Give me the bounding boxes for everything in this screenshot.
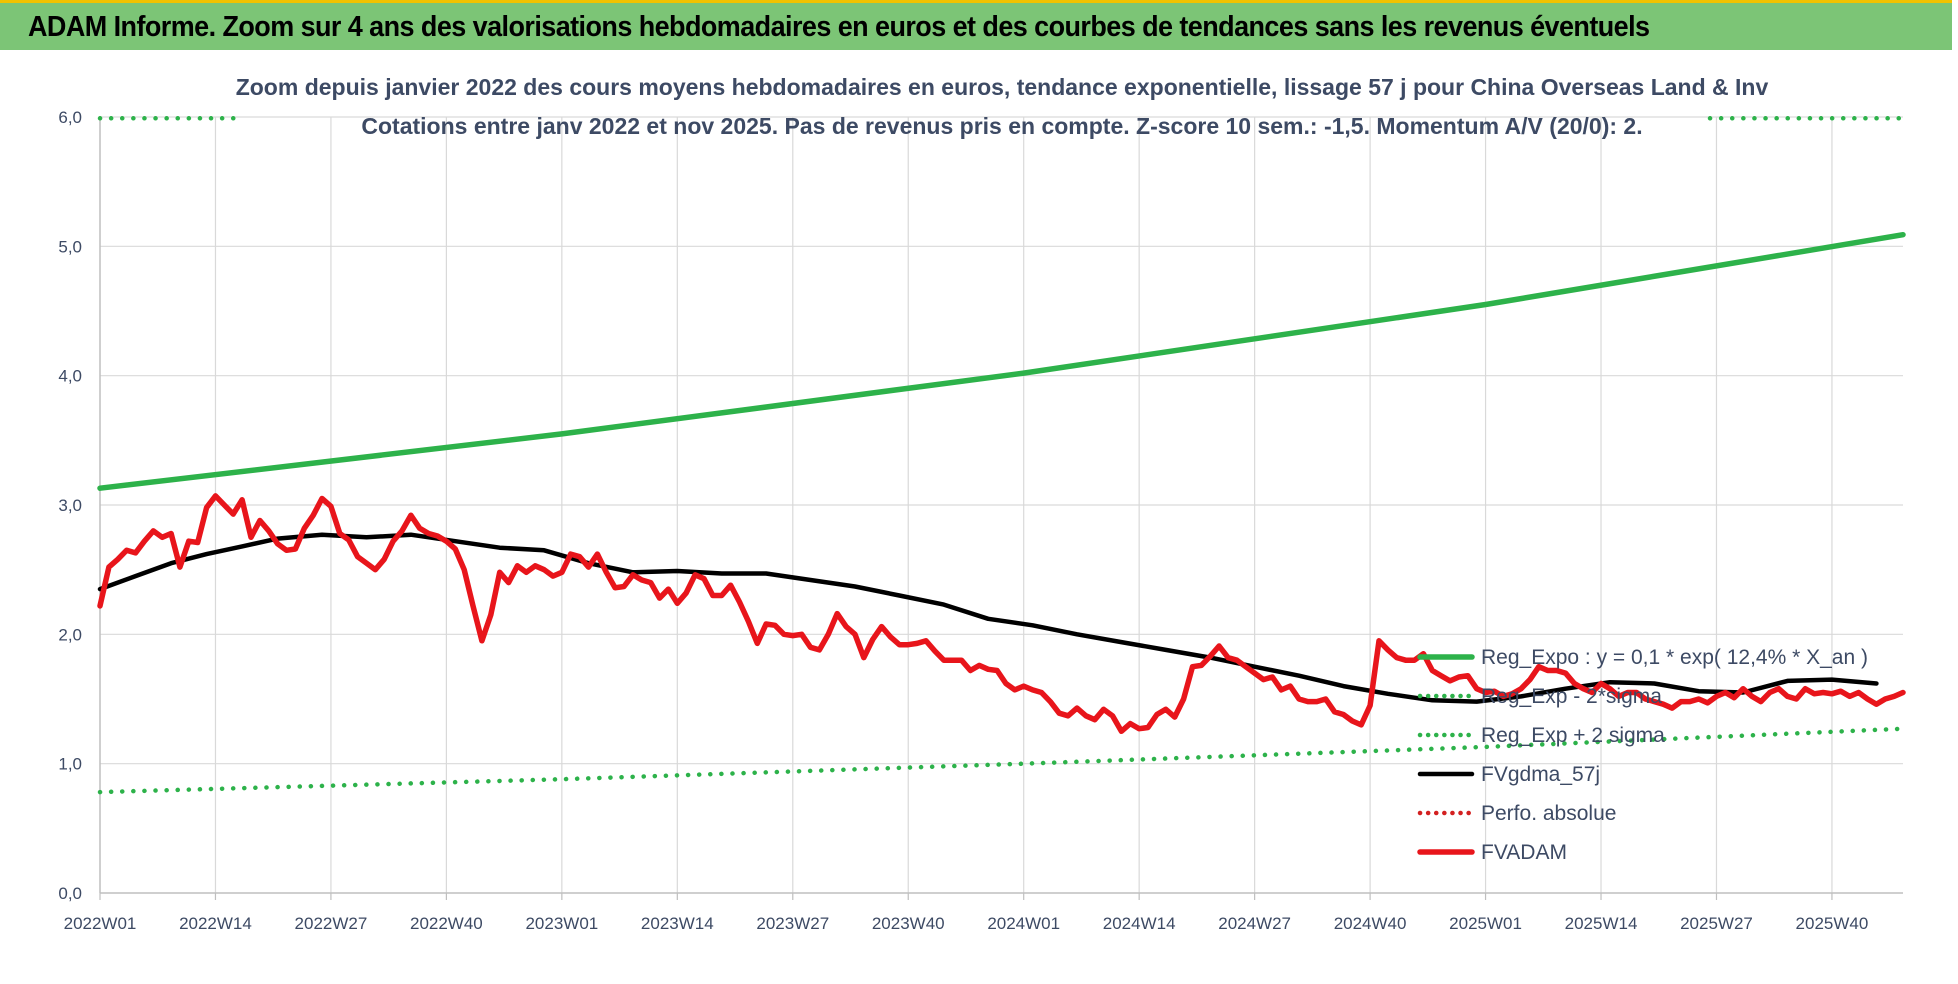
x-tick-label: 2023W27 — [756, 914, 829, 933]
x-tick-label: 2023W01 — [525, 914, 598, 933]
x-tick-label: 2023W40 — [872, 914, 945, 933]
x-tick-label: 2025W01 — [1449, 914, 1522, 933]
x-tick-label: 2022W14 — [179, 914, 252, 933]
chart-title-line-1: Zoom depuis janvier 2022 des cours moyen… — [236, 74, 1769, 100]
chart-title-line-2: Cotations entre janv 2022 et nov 2025. P… — [361, 113, 1642, 139]
x-tick-label: 2022W40 — [410, 914, 483, 933]
y-tick-label: 5,0 — [58, 237, 82, 256]
y-tick-label: 4,0 — [58, 367, 82, 386]
x-tick-label: 2025W40 — [1796, 914, 1869, 933]
x-tick-label: 2025W27 — [1680, 914, 1753, 933]
legend-label: Reg_Expo : y = 0,1 * exp( 12,4% * X_an ) — [1481, 646, 1868, 669]
x-tick-label: 2025W14 — [1565, 914, 1638, 933]
x-tick-label: 2022W27 — [295, 914, 368, 933]
legend-label: Perfo. absolue — [1481, 802, 1616, 825]
y-tick-label: 2,0 — [58, 625, 82, 644]
series-line-5 — [97, 493, 1906, 735]
legend: Reg_Expo : y = 0,1 * exp( 12,4% * X_an )… — [1417, 646, 1868, 864]
price-trend-chart: 0,0 1,0 2,0 3,0 4,0 5,0 6,0 2022W01 2022W14 2022W… — [58, 74, 1906, 933]
y-tick-label: 1,0 — [58, 755, 82, 774]
axes: 0,0 1,0 2,0 3,0 4,0 5,0 6,0 2022W01 2022W14 2022W… — [58, 108, 1903, 933]
y-tick-label: 3,0 — [58, 496, 82, 515]
series-line-0 — [97, 231, 1906, 491]
x-tick-label: 2024W01 — [987, 914, 1060, 933]
y-tick-label: 6,0 — [58, 108, 82, 127]
legend-label: FVgdma_57j — [1481, 763, 1600, 786]
x-tick-label: 2024W27 — [1218, 914, 1291, 933]
x-tick-label: 2024W40 — [1334, 914, 1407, 933]
banner-title: ADAM Informe. Zoom sur 4 ans des valoris… — [28, 11, 1650, 43]
x-tick-label: 2023W14 — [641, 914, 714, 933]
x-tick-label: 2024W14 — [1103, 914, 1176, 933]
legend-label: Reg_Exp + 2 sigma — [1481, 724, 1665, 747]
chart-area: 0,0 1,0 2,0 3,0 4,0 5,0 6,0 2022W01 2022W14 2022W… — [0, 50, 1958, 984]
y-tick-label: 0,0 — [58, 884, 82, 903]
legend-label: Reg_Exp - 2*sigma — [1481, 685, 1662, 708]
legend-label: FVADAM — [1481, 841, 1567, 864]
report-banner: ADAM Informe. Zoom sur 4 ans des valoris… — [0, 0, 1952, 50]
grid-lines — [100, 116, 1903, 893]
series-lines — [97, 116, 1906, 795]
series-line-3 — [97, 532, 1879, 704]
x-tick-label: 2022W01 — [64, 914, 137, 933]
